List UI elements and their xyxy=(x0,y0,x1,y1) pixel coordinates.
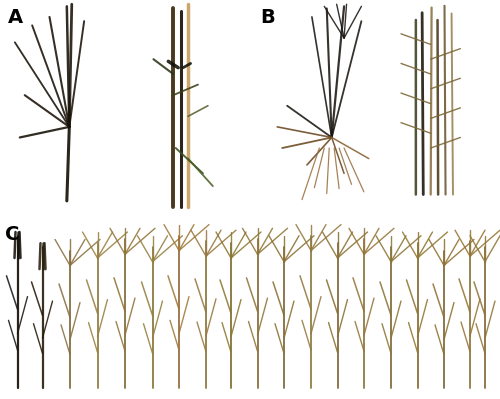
Text: A: A xyxy=(8,8,22,28)
Text: C: C xyxy=(5,225,20,244)
Text: B: B xyxy=(260,8,274,28)
